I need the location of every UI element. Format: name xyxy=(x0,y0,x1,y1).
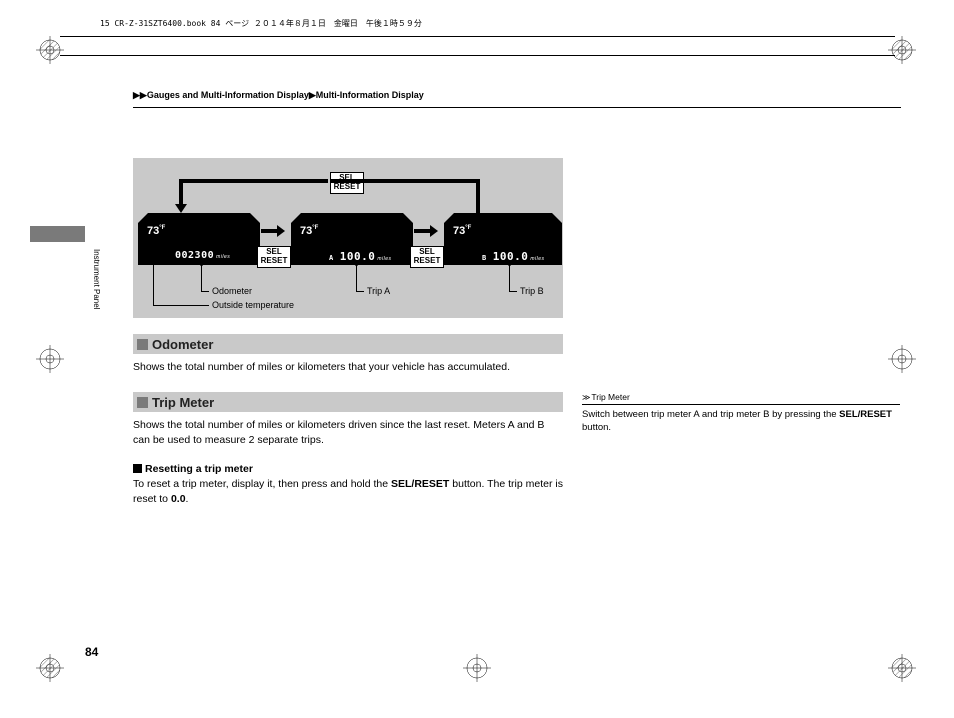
callout-line xyxy=(201,291,209,292)
right-column-body: Switch between trip meter A and trip met… xyxy=(582,408,900,435)
breadcrumb-rule xyxy=(133,107,901,108)
square-marker-icon xyxy=(137,397,148,408)
crosshair-icon xyxy=(888,345,916,373)
breadcrumb: ▶▶Gauges and Multi-Information Display▶M… xyxy=(133,90,901,108)
sel-reset-button-2: SELRESET xyxy=(410,246,444,268)
file-header-meta: 15 CR-Z-31SZT6400.book 84 ページ ２０１４年８月１日 … xyxy=(100,18,422,29)
callout-line xyxy=(153,305,209,306)
trip-meter-subsection: Resetting a trip meter To reset a trip m… xyxy=(133,462,563,508)
right-column-header: Trip Meter xyxy=(582,392,900,405)
temp-reading-1: 73°F xyxy=(147,225,165,237)
arrow-icon xyxy=(261,226,285,236)
sidebar-label: Instrument Panel xyxy=(92,249,101,309)
callout-line xyxy=(509,291,517,292)
crop-mark-icon xyxy=(888,36,916,64)
trip-a-reading: A100.0miles xyxy=(329,250,392,263)
callout-line xyxy=(356,265,357,291)
square-marker-icon xyxy=(137,339,148,350)
display-cycle-diagram: SELRESET 73°F 002300miles SELRESET 73°F … xyxy=(133,158,563,318)
callout-outside-temp: Outside temperature xyxy=(212,300,294,310)
callout-odometer: Odometer xyxy=(212,286,252,296)
arrow-icon xyxy=(414,226,438,236)
crosshair-icon xyxy=(463,654,491,682)
page-border-2 xyxy=(60,55,895,56)
trip-meter-body: Shows the total number of miles or kilom… xyxy=(133,418,563,448)
callout-line xyxy=(153,241,154,305)
callout-trip-b: Trip B xyxy=(520,286,544,296)
callout-line xyxy=(509,265,510,291)
sub-title: Resetting a trip meter xyxy=(133,462,563,477)
page-number: 84 xyxy=(85,645,98,659)
odometer-body: Shows the total number of miles or kilom… xyxy=(133,360,563,375)
sidebar-tab xyxy=(30,226,85,242)
crop-mark-icon xyxy=(36,654,64,682)
breadcrumb-1: Gauges and Multi-Information Display xyxy=(147,90,309,100)
section-header-trip-meter: Trip Meter xyxy=(133,392,563,412)
cycle-return-arrow-icon xyxy=(133,158,563,218)
crosshair-icon xyxy=(36,345,64,373)
callout-line xyxy=(356,291,364,292)
square-marker-black-icon xyxy=(133,464,142,473)
breadcrumb-prefix: ▶▶ xyxy=(133,90,147,100)
sub-body: To reset a trip meter, display it, then … xyxy=(133,477,563,507)
page-border-top xyxy=(60,36,895,37)
crop-mark-icon xyxy=(888,654,916,682)
breadcrumb-sep: ▶ xyxy=(309,90,316,100)
crop-mark-icon xyxy=(36,36,64,64)
callout-line xyxy=(201,265,202,291)
odometer-reading: 002300miles xyxy=(175,250,230,261)
callout-trip-a: Trip A xyxy=(367,286,390,296)
trip-b-reading: B100.0miles xyxy=(482,250,545,263)
sel-reset-button-1: SELRESET xyxy=(257,246,291,268)
breadcrumb-2: Multi-Information Display xyxy=(316,90,424,100)
temp-reading-3: 73°F xyxy=(453,225,471,237)
section-header-odometer: Odometer xyxy=(133,334,563,354)
temp-reading-2: 73°F xyxy=(300,225,318,237)
